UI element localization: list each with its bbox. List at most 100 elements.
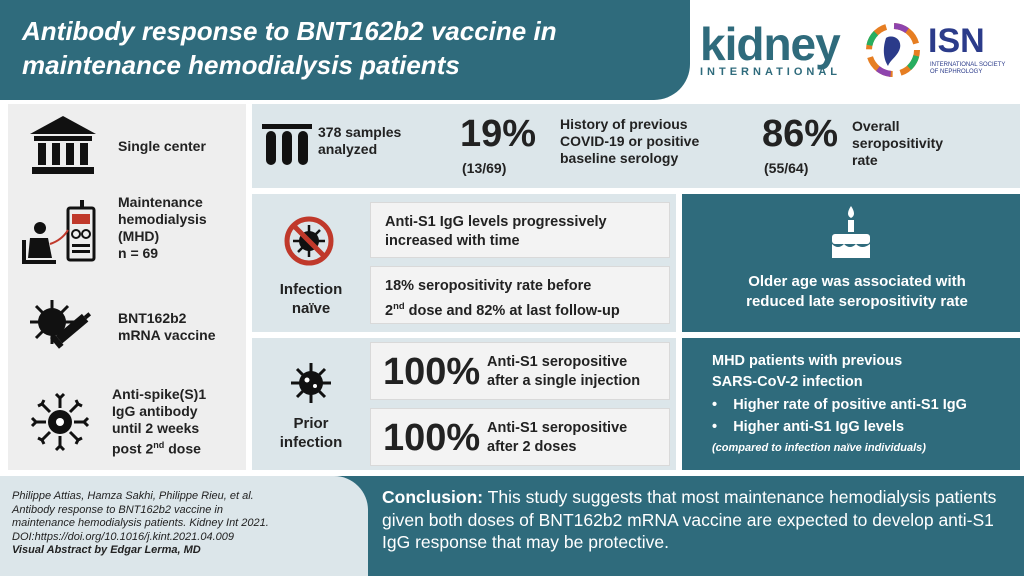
naive-box2-post: dose and 82% at last follow-up <box>404 302 620 319</box>
samples-text: 378 samples analyzed <box>318 124 401 158</box>
isn-sub-line-2: OF NEPHROLOGY <box>930 69 983 75</box>
citation-line-2: Antibody response to BNT162b2 vaccine in <box>12 503 223 516</box>
prior-box1-line-2: after a single injection <box>487 373 641 389</box>
covid-line-1: History of previous <box>560 116 688 132</box>
title-line-1: Antibody response to BNT162b2 vaccine in <box>22 16 557 46</box>
naive-box2-line-2: 2nd dose and 82% at last follow-up <box>385 296 620 321</box>
prior-label-line-1: Prior <box>293 415 329 432</box>
vaccine-label: BNT162b2 mRNA vaccine <box>118 310 216 344</box>
study-design-panel: Single center Maintenance hemodialysis (… <box>8 104 246 470</box>
kidney-logo-word: kidney <box>700 18 841 70</box>
covid-line-2: COVID-19 or positive <box>560 133 700 149</box>
mhd-finding-line-2: SARS-CoV-2 infection <box>712 374 863 390</box>
vaccine-line-2: mRNA vaccine <box>118 327 216 343</box>
naive-box1-line-2: increased with time <box>385 233 520 249</box>
prior-finding-1-text: Anti-S1 seropositive after a single inje… <box>487 353 640 391</box>
reference-box <box>0 476 368 576</box>
naive-box2-line-1: 18% seropositivity rate before <box>385 278 592 294</box>
visual-abstract-credit: Visual Abstract by Edgar Lerma, MD <box>12 544 201 556</box>
prior-two-dose-percent: 100% <box>383 417 481 459</box>
older-age-line-2: reduced late seropositivity rate <box>746 293 968 310</box>
antibody-dose: dose <box>164 440 201 457</box>
isn-logo: ISN INTERNATIONAL SOCIETY OF NEPHROLOGY <box>862 20 1022 80</box>
building-icon <box>30 116 96 174</box>
no-virus-icon <box>284 216 334 266</box>
citation-doi: DOI:https://doi.org/10.1016/j.kint.2021.… <box>12 530 234 543</box>
kidney-logo-sub: INTERNATIONAL <box>700 66 842 78</box>
naive-box1-line-1: Anti-S1 IgG levels progressively <box>385 214 607 230</box>
antibody-virus-icon <box>30 392 90 452</box>
mhd-bullet-2-text: Higher anti-S1 IgG levels <box>733 419 905 435</box>
citation: Philippe Attias, Hamza Sakhi, Philippe R… <box>12 490 362 558</box>
seropositivity-fraction: (55/64) <box>764 160 809 176</box>
older-age-text: Older age was associated with reduced la… <box>722 272 992 312</box>
naive-label-line-1: Infection <box>279 281 343 298</box>
sero-line-2: seropositivity <box>852 135 944 151</box>
mhd-comparison-note: (compared to infection naïve individuals… <box>712 442 926 454</box>
antibody-line-2: IgG antibody <box>112 403 198 419</box>
dialysis-patient-icon <box>22 200 96 264</box>
title-banner <box>0 0 690 100</box>
prior-box2-line-2: after 2 doses <box>487 439 577 455</box>
sero-line-1: Overall <box>852 118 900 134</box>
mhd-n: n = 69 <box>118 245 159 261</box>
kidney-international-logo: kidney INTERNATIONAL <box>700 18 850 78</box>
naive-finding-1: Anti-S1 IgG levels progressively increas… <box>370 202 670 258</box>
naive-box2-sup: nd <box>393 300 405 311</box>
mhd-prior-infection-finding: MHD patients with previous SARS-CoV-2 in… <box>682 338 1020 470</box>
isn-globe-icon <box>866 23 920 77</box>
naive-finding-1-text: Anti-S1 IgG levels progressively increas… <box>385 213 607 251</box>
isn-logo-sub: INTERNATIONAL SOCIETY OF NEPHROLOGY <box>930 62 1022 76</box>
citation-line-1: Philippe Attias, Hamza Sakhi, Philippe R… <box>12 490 254 502</box>
covid-percent: 19% <box>460 113 537 155</box>
antibody-line-4: post 2nd dose <box>112 437 206 458</box>
mhd-label: Maintenance hemodialysis (MHD) n = 69 <box>118 194 207 262</box>
test-tubes-icon <box>262 124 312 165</box>
naive-finding-2-text: 18% seropositivity rate before 2nd dose … <box>385 277 620 321</box>
sero-line-3: rate <box>852 152 878 168</box>
older-age-line-1: Older age was associated with <box>748 273 966 290</box>
prior-finding-1: 100% Anti-S1 seropositive after a single… <box>370 342 670 400</box>
birthday-cake-icon <box>832 206 870 258</box>
mhd-finding-line-1: MHD patients with previous <box>712 353 903 369</box>
prior-finding-2: 100% Anti-S1 seropositive after 2 doses <box>370 408 670 466</box>
antibody-label: Anti-spike(S)1 IgG antibody until 2 week… <box>112 386 206 458</box>
prior-finding-2-text: Anti-S1 seropositive after 2 doses <box>487 419 627 457</box>
conclusion: Conclusion: This study suggests that mos… <box>382 486 1012 554</box>
mhd-bullet-1: • Higher rate of positive anti-S1 IgG <box>712 397 967 413</box>
mhd-bullet-1-text: Higher rate of positive anti-S1 IgG <box>733 397 967 413</box>
syringe-virus-icon <box>30 300 92 349</box>
mhd-bullet-2: • Higher anti-S1 IgG levels <box>712 419 905 435</box>
seropositivity-text: Overall seropositivity rate <box>852 118 943 169</box>
conclusion-text: This study suggests that most maintenanc… <box>382 487 997 552</box>
prior-label-line-2: infection <box>279 434 343 451</box>
prior-box2-line-1: Anti-S1 seropositive <box>487 420 628 436</box>
prior-box1-line-1: Anti-S1 seropositive <box>487 354 628 370</box>
older-age-finding: Older age was associated with reduced la… <box>682 194 1020 332</box>
single-center-label: Single center <box>118 138 206 154</box>
virus-icon <box>291 363 331 403</box>
title-line-2: maintenance hemodialysis patients <box>22 50 460 80</box>
antibody-post: post 2 <box>112 440 154 457</box>
page-title: Antibody response to BNT162b2 vaccine in… <box>22 14 672 82</box>
prior-infection-label: Prior infection <box>272 414 350 452</box>
covid-history-text: History of previous COVID-19 or positive… <box>560 116 699 167</box>
infection-naive-label: Infection naïve <box>276 280 346 318</box>
isn-logo-word: ISN <box>928 22 985 60</box>
samples-line-1: 378 samples <box>318 124 402 140</box>
seropositivity-percent: 86% <box>762 113 839 155</box>
stats-bar: 378 samples analyzed 19% (13/69) History… <box>252 104 1020 188</box>
mhd-line-3: (MHD) <box>118 228 160 244</box>
conclusion-label: Conclusion: <box>382 487 484 507</box>
samples-line-2: analyzed <box>318 141 378 157</box>
naive-label-line-2: naïve <box>291 300 331 317</box>
covid-line-3: baseline serology <box>560 150 679 166</box>
isn-sub-line-1: INTERNATIONAL SOCIETY <box>930 62 1006 68</box>
mhd-line-1: Maintenance <box>118 194 203 210</box>
prior-single-percent: 100% <box>383 351 481 393</box>
citation-line-3: maintenance hemodialysis patients. Kidne… <box>12 517 269 529</box>
covid-fraction: (13/69) <box>462 160 507 176</box>
infection-naive-section: Infection naïve Anti-S1 IgG levels progr… <box>252 194 676 332</box>
naive-box2-pre: 2 <box>385 302 394 319</box>
antibody-line-1: Anti-spike(S)1 <box>112 386 207 402</box>
